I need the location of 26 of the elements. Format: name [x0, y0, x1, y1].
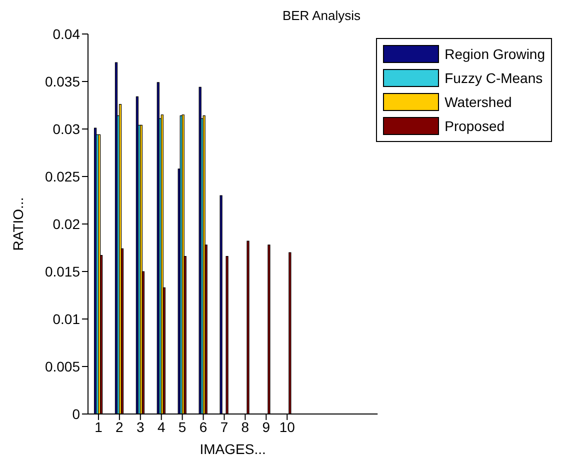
chart-title: BER Analysis: [281, 8, 362, 23]
x-tick-label: 6: [199, 418, 208, 435]
x-tick-label: 4: [157, 418, 166, 435]
x-tick-label: 5: [178, 418, 186, 435]
y-tick-label: 0: [72, 406, 80, 422]
x-tick-label: 9: [262, 418, 270, 435]
legend-label: Proposed: [444, 118, 505, 134]
legend-label: Region Growing: [444, 46, 545, 62]
x-tick-label: 10: [279, 418, 296, 435]
y-tick-label: 0.025: [44, 168, 80, 184]
y-tick-label: 0.01: [52, 310, 80, 327]
y-tick-label: 0.035: [44, 73, 80, 90]
y-tick-label: 0.015: [44, 263, 80, 280]
legend-label: Fuzzy C-Means: [444, 70, 543, 86]
y-axis-title: RATIO...: [10, 197, 26, 251]
x-axis-title: IMAGES...: [200, 441, 266, 457]
x-tick-label: 3: [136, 418, 145, 435]
x-tick-label: 7: [220, 418, 228, 435]
y-tick-label: 0.02: [52, 216, 80, 232]
y-tick-label: 0.005: [44, 358, 80, 374]
x-tick-label: 2: [116, 418, 124, 435]
x-tick-label: 8: [241, 418, 250, 435]
legend-label: Watershed: [444, 94, 512, 110]
x-tick-label: 1: [94, 418, 103, 435]
y-tick-label: 0.03: [52, 120, 80, 137]
y-tick-label: 0.04: [52, 26, 80, 42]
